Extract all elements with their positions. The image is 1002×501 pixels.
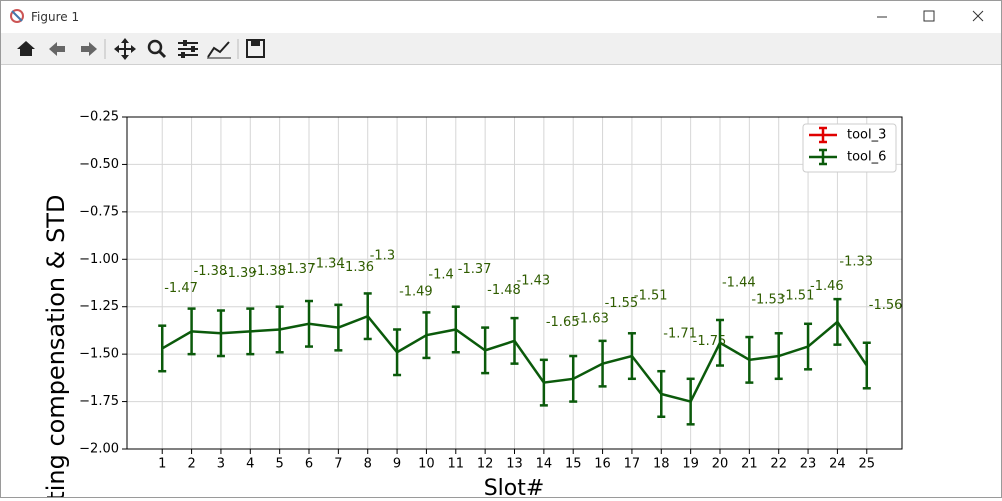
x-tick-label: 4: [246, 457, 254, 472]
data-label: -1.33: [839, 254, 873, 269]
data-label: -1.51: [781, 289, 815, 304]
x-tick-label: 1: [158, 457, 166, 472]
window-controls[interactable]: [851, 1, 1001, 33]
y-tick-label: −1.50: [79, 347, 119, 362]
x-tick-label: 6: [305, 457, 313, 472]
error-bar: [686, 377, 695, 426]
error-bar: [246, 307, 255, 356]
x-tick-label: 5: [276, 457, 284, 472]
x-tick-label: 19: [682, 457, 699, 472]
toolbar-icons[interactable]: [1, 33, 281, 64]
data-label: -1.56: [869, 298, 903, 313]
data-label: -1.4: [428, 268, 453, 283]
x-tick-label: 16: [594, 457, 611, 472]
x-tick-label: 10: [418, 457, 435, 472]
x-tick-label: 25: [858, 457, 875, 472]
error-bar: [422, 311, 431, 360]
data-label: -1.39: [223, 266, 257, 281]
error-bar: [804, 322, 813, 371]
x-tick-label: 15: [565, 457, 582, 472]
legend-label: tool_6: [847, 150, 886, 165]
x-tick-label: 9: [393, 457, 401, 472]
error-bar: [393, 328, 402, 377]
x-tick-label: 22: [770, 457, 787, 472]
error-bar: [481, 326, 490, 375]
y-axis-label: tilting compensation & STD: [42, 195, 70, 497]
x-axis-label: Slot#: [484, 476, 545, 497]
data-label: -1.38: [252, 264, 286, 279]
x-tick-label: 12: [477, 457, 494, 472]
error-bar: [158, 324, 167, 373]
error-bar: [862, 341, 871, 390]
data-label: -1.55: [605, 296, 639, 311]
data-label: -1.38: [194, 264, 228, 279]
data-label: -1.36: [340, 260, 374, 275]
error-bar: [657, 369, 666, 418]
x-tick-label: 7: [334, 457, 342, 472]
error-bar: [334, 303, 343, 352]
x-tick-label: 21: [741, 457, 758, 472]
error-bar: [363, 292, 372, 341]
x-tick-label: 2: [187, 457, 195, 472]
chart: tilting compensation & STD Slot# −2.00 −1…: [42, 110, 903, 501]
x-tick-label: 17: [624, 457, 641, 472]
error-bar: [627, 332, 636, 381]
x-tick-label: 23: [800, 457, 817, 472]
error-bar: [833, 297, 842, 346]
data-label: -1.65: [546, 315, 580, 330]
plot-frame: [126, 116, 903, 450]
data-label: -1.37: [282, 262, 316, 277]
data-label: -1.48: [487, 283, 521, 298]
data-label: -1.71: [663, 326, 697, 341]
data-label: -1.43: [517, 273, 551, 288]
data-label: -1.75: [693, 334, 727, 349]
y-tick-label: −0.75: [79, 204, 119, 219]
data-label: -1.44: [722, 275, 756, 290]
y-tick-label: −2.00: [79, 442, 119, 457]
error-bar: [451, 305, 460, 354]
x-tick-label: 20: [712, 457, 729, 472]
y-tick-label: −1.25: [79, 299, 119, 314]
error-bar: [216, 309, 225, 358]
y-tick-label: −0.25: [79, 110, 119, 125]
data-label: -1.34: [311, 256, 345, 271]
x-tick-label: 8: [364, 457, 372, 472]
y-tick-label: −1.75: [79, 394, 119, 409]
window-title: Figure 1: [31, 10, 80, 24]
data-label: -1.47: [164, 281, 198, 296]
x-tick-label: 14: [536, 457, 553, 472]
data-label: -1.49: [399, 285, 433, 300]
data-label: -1.3: [370, 249, 395, 264]
x-tick-label: 13: [506, 457, 523, 472]
toolbar: [1, 33, 1001, 65]
title-bar: Figure 1: [1, 1, 1001, 33]
x-tick-label: 3: [217, 457, 225, 472]
error-bar: [539, 358, 548, 407]
x-tick-label: 18: [653, 457, 670, 472]
data-label: -1.63: [575, 311, 609, 326]
data-label: -1.51: [634, 289, 668, 304]
error-bar: [187, 307, 196, 356]
error-bar: [745, 335, 754, 384]
error-bar: [569, 354, 578, 403]
error-bar: [598, 339, 607, 388]
error-bar: [305, 299, 314, 348]
data-label: -1.37: [458, 262, 492, 277]
y-tick-label: −0.50: [79, 157, 119, 172]
y-tick-label: −1.00: [79, 252, 119, 267]
legend-label: tool_3: [847, 128, 886, 143]
data-label: -1.46: [810, 279, 844, 294]
error-bar: [275, 305, 284, 354]
x-tick-label: 24: [829, 457, 846, 472]
error-bar: [774, 332, 783, 381]
error-bar: [510, 316, 519, 365]
app-icon: [10, 9, 24, 23]
x-tick-label: 11: [448, 457, 465, 472]
data-label: -1.53: [751, 292, 785, 307]
error-bar: [715, 318, 724, 367]
